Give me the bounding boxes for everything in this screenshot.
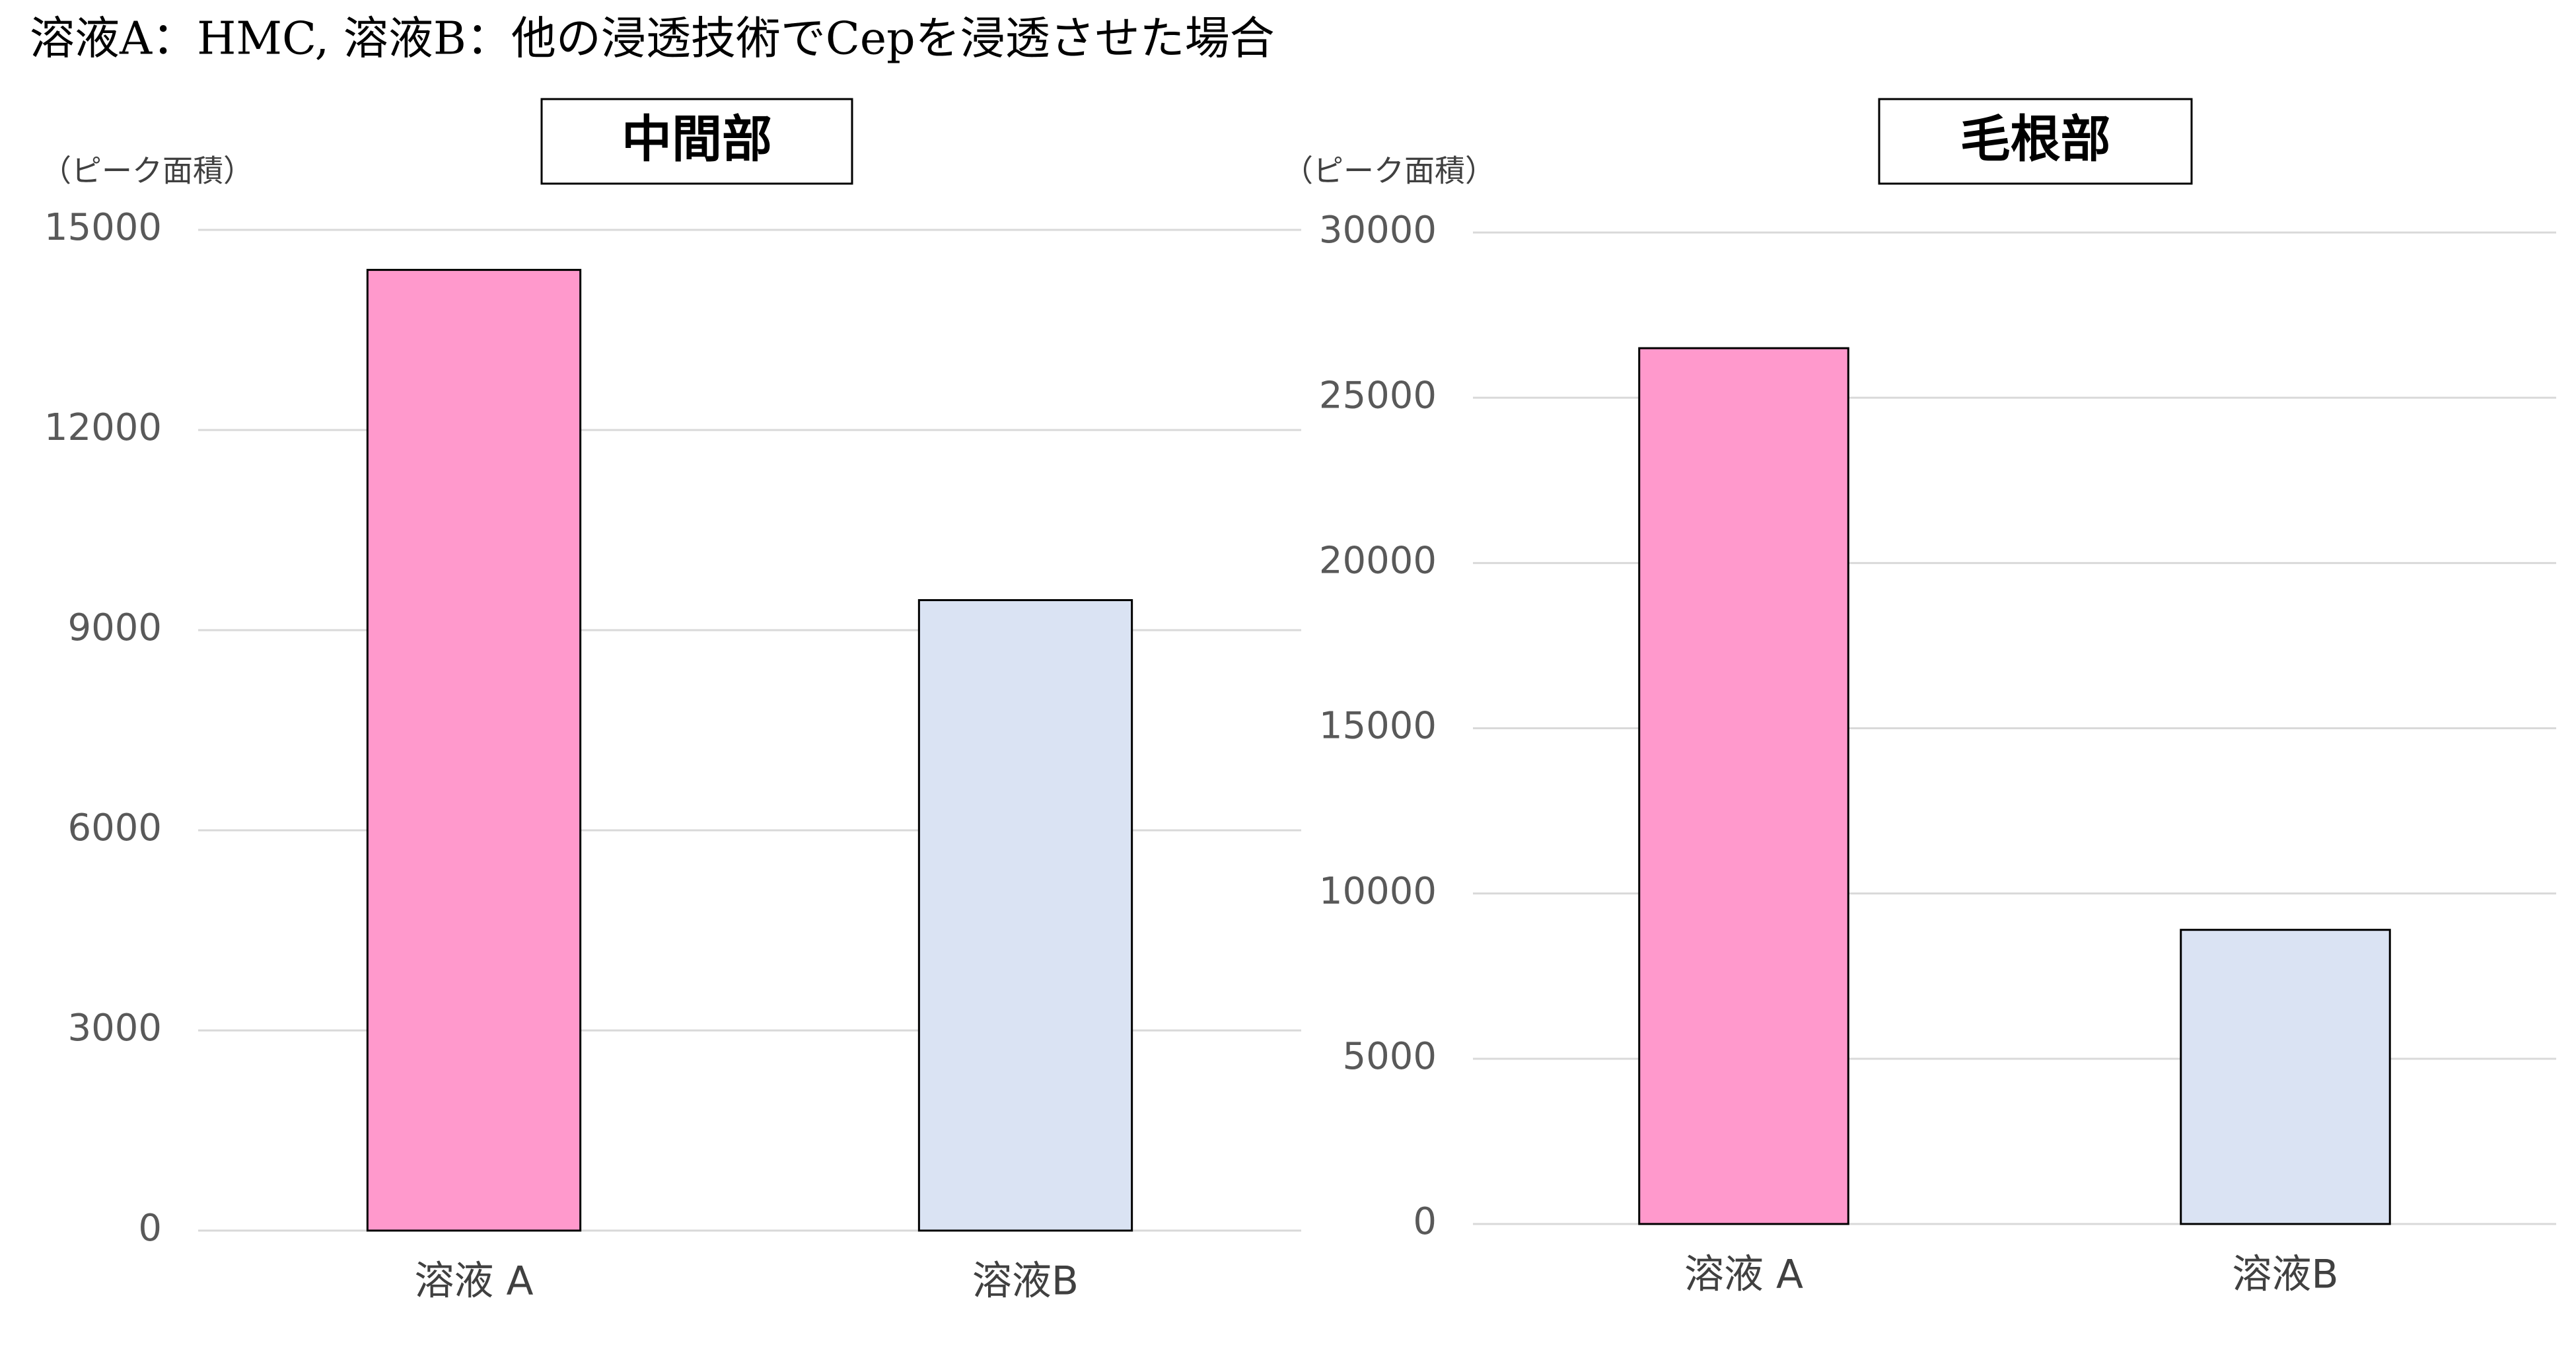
y-tick-label: 12000 xyxy=(44,406,162,449)
chart-title-box xyxy=(1878,98,2193,185)
x-tick-label: 溶液B xyxy=(2232,1252,2338,1298)
y-tick-label: 25000 xyxy=(1319,374,1437,417)
bar xyxy=(917,599,1133,1232)
y-tick-label: 6000 xyxy=(67,807,162,849)
y-tick-label: 15000 xyxy=(44,206,162,249)
bar xyxy=(366,269,582,1232)
x-tick-label: 溶液 A xyxy=(414,1258,533,1305)
x-tick-label: 溶液B xyxy=(972,1258,1079,1305)
chart-title: 中間部 xyxy=(622,110,772,168)
y-axis-label: （ピーク面積） xyxy=(1283,153,1495,189)
y-tick-label: 15000 xyxy=(1319,705,1437,748)
y-tick-label: 0 xyxy=(138,1207,162,1250)
y-tick-label: 9000 xyxy=(67,606,162,649)
y-tick-label: 30000 xyxy=(1319,209,1437,252)
chart-title: 毛根部 xyxy=(1960,110,2111,168)
y-tick-label: 20000 xyxy=(1319,539,1437,582)
chart-title-box xyxy=(540,98,853,185)
y-tick-label: 10000 xyxy=(1319,870,1437,913)
bar xyxy=(2180,929,2391,1225)
y-tick-label: 3000 xyxy=(67,1007,162,1050)
y-axis-label: （ピーク面積） xyxy=(41,153,254,189)
bar xyxy=(1638,347,1849,1225)
page-title: 溶液A：HMC, 溶液B：他の浸透技術でCepを浸透させた場合 xyxy=(30,13,1275,65)
y-tick-label: 0 xyxy=(1413,1200,1437,1243)
y-tick-label: 5000 xyxy=(1342,1035,1437,1078)
x-tick-label: 溶液 A xyxy=(1684,1252,1803,1298)
